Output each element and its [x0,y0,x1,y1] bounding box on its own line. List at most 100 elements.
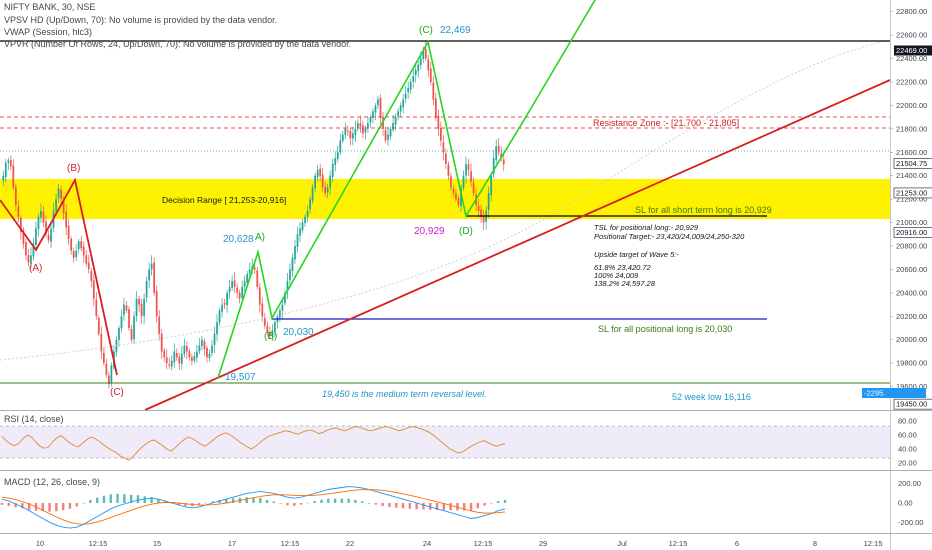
macd-histogram-bar [395,503,398,508]
candle-body [424,49,427,59]
candle-body [258,287,261,305]
macd-histogram-bar [293,503,296,506]
candle-body [25,242,27,256]
candle-body [42,211,45,223]
candle-body [268,332,271,337]
candle-body [306,210,309,217]
candle-body [500,153,503,159]
rsi-line [1,426,506,461]
macd-histogram-bar [157,499,160,503]
candle-body [40,210,42,218]
macd-histogram-bar [143,496,146,503]
candle-body [110,365,113,384]
macd-histogram-bar [61,503,65,511]
candle-body [77,241,80,250]
macd-title[interactable]: MACD (12, 26, close, 9) [4,477,100,487]
candle-body [175,353,178,358]
wave-label: 20,030 [283,327,314,338]
candle-body [135,298,138,317]
candle-body [14,187,17,205]
candle-body [145,281,148,298]
candle-body [349,131,352,139]
candle-body [402,99,405,108]
macd-histogram-bar [429,503,432,510]
price-badge-box [894,45,932,56]
candle-body [367,123,369,129]
candle-body [397,111,399,117]
candle-body [238,292,241,299]
price-tick-label: 19600.00 [896,382,927,391]
time-axis-label: 12:15 [474,539,493,548]
candle-body [392,123,394,130]
sl-positional-label: SL for all positional long is 20,030 [598,324,732,334]
candle-body [387,134,389,140]
macd-histogram-bar [279,503,282,504]
indicator-vwap[interactable]: VWAP (Session, hlc3) [4,27,92,37]
macd-histogram-bar [415,503,418,510]
candle-body [148,269,151,281]
candle-body [344,128,347,135]
decision-range-label: Decision Range [ 21,253-20,916] [162,195,286,205]
wave-label: 20,628 [223,234,254,245]
candle-body [281,304,284,311]
candle-body [35,228,37,245]
target-line: 100% 24,009 [594,271,639,280]
price-tick-label: 20200.00 [896,312,927,321]
candle-body [286,281,289,292]
symbol-title[interactable]: NIFTY BANK, 30, NSE [4,2,95,12]
price-badge-label: -2295. [864,389,885,398]
macd-histogram-bar [272,501,276,503]
candle-body [429,68,432,82]
candle-body [198,345,201,352]
candle-body [203,341,206,350]
price-badges-group: 22469.00 21504.75 21253.00 20916.00 19450.00… [862,45,932,410]
time-axis-label: 8 [813,539,817,548]
candle-body [273,322,276,332]
price-tick-label: 22200.00 [896,78,927,87]
candle-body [165,357,168,364]
wave-labels-group: (B) (A) (C) (C) 22,469 20,628 A) (B) 20,… [29,25,473,398]
candle-body [120,316,123,329]
macd-histogram-bar [129,494,133,503]
price-badge-label: 21253.00 [896,188,927,197]
macd-histogram-bar [68,503,72,509]
indicator-vpvr[interactable]: VPVR (Number Of Rows, 24, Up/Down, 70): … [4,39,351,49]
macd-histogram-bar [7,503,10,506]
price-badge-label: 22469.00 [896,46,927,55]
macd-histogram-bar [211,501,214,503]
macd-histogram-bar [109,494,112,503]
candle-body [4,162,7,178]
candle-body [95,299,98,317]
candle-body [279,310,281,318]
macd-histogram-bar [299,503,303,505]
targets-block: TSL for positional long:- 20,929 Positio… [594,223,745,288]
chart-legend: NIFTY BANK, 30, NSE VPSV HD (Up/Down, 70… [4,2,351,49]
candle-body [351,133,354,139]
candle-body [472,182,475,194]
indicator-vpsv[interactable]: VPSV HD (Up/Down, 70): No volume is prov… [4,15,277,25]
candle-body [32,243,35,257]
target-line: 138.2% 24,597.28 [594,279,656,288]
candle-body [72,251,75,258]
rsi-title[interactable]: RSI (14, close) [4,414,64,424]
candle-body [434,98,437,118]
candle-body [92,280,95,299]
candle-body [465,164,467,176]
candle-body [339,140,342,153]
candle-body [427,59,430,71]
macd-histogram-bar [327,498,330,503]
candle-body [206,347,208,358]
macd-histogram-bar [89,499,92,503]
decision-range-zone [0,179,890,219]
candle-body [7,160,10,163]
red-trendline [144,79,891,411]
price-tick-label: 22000.00 [896,101,927,110]
candle-body [185,346,188,352]
candle-body [331,164,334,178]
macd-tick-label: -200.00 [898,518,923,527]
candle-body [125,305,128,311]
macd-histogram-bar [0,503,4,505]
macd-histogram-bar [381,503,384,506]
